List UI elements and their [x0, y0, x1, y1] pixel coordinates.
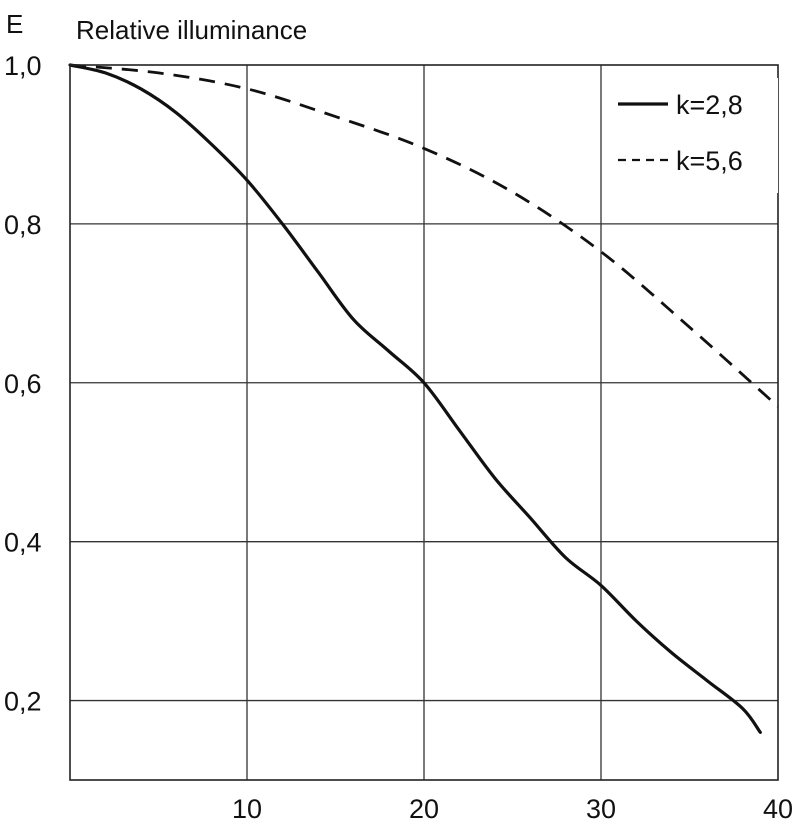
- x-tick-labels: 10 20 30 40: [232, 794, 793, 824]
- x-tick-label: 30: [586, 794, 616, 824]
- legend: k=2,8 k=5,6: [618, 90, 743, 176]
- y-axis-title: Relative illuminance: [76, 15, 307, 45]
- y-tick-label: 1,0: [4, 51, 42, 81]
- y-tick-label: 0,8: [4, 210, 42, 240]
- y-tick-label: 0,4: [4, 528, 42, 558]
- x-tick-label: 40: [763, 794, 793, 824]
- x-tick-label: 20: [409, 794, 439, 824]
- y-axis-symbol: E: [6, 9, 23, 39]
- legend-label-2: k=5,6: [676, 146, 743, 176]
- y-tick-label: 0,2: [4, 687, 42, 717]
- series-layer: [68, 63, 779, 734]
- series-line-1: [68, 63, 762, 734]
- legend-box: [608, 78, 778, 193]
- y-tick-labels: 0,2 0,4 0,6 0,8 1,0: [4, 51, 42, 717]
- y-tick-label: 0,6: [4, 369, 42, 399]
- x-tick-label: 10: [232, 794, 262, 824]
- plot-frame: [69, 64, 779, 781]
- series-line-2: [69, 63, 779, 408]
- legend-label-1: k=2,8: [676, 90, 743, 120]
